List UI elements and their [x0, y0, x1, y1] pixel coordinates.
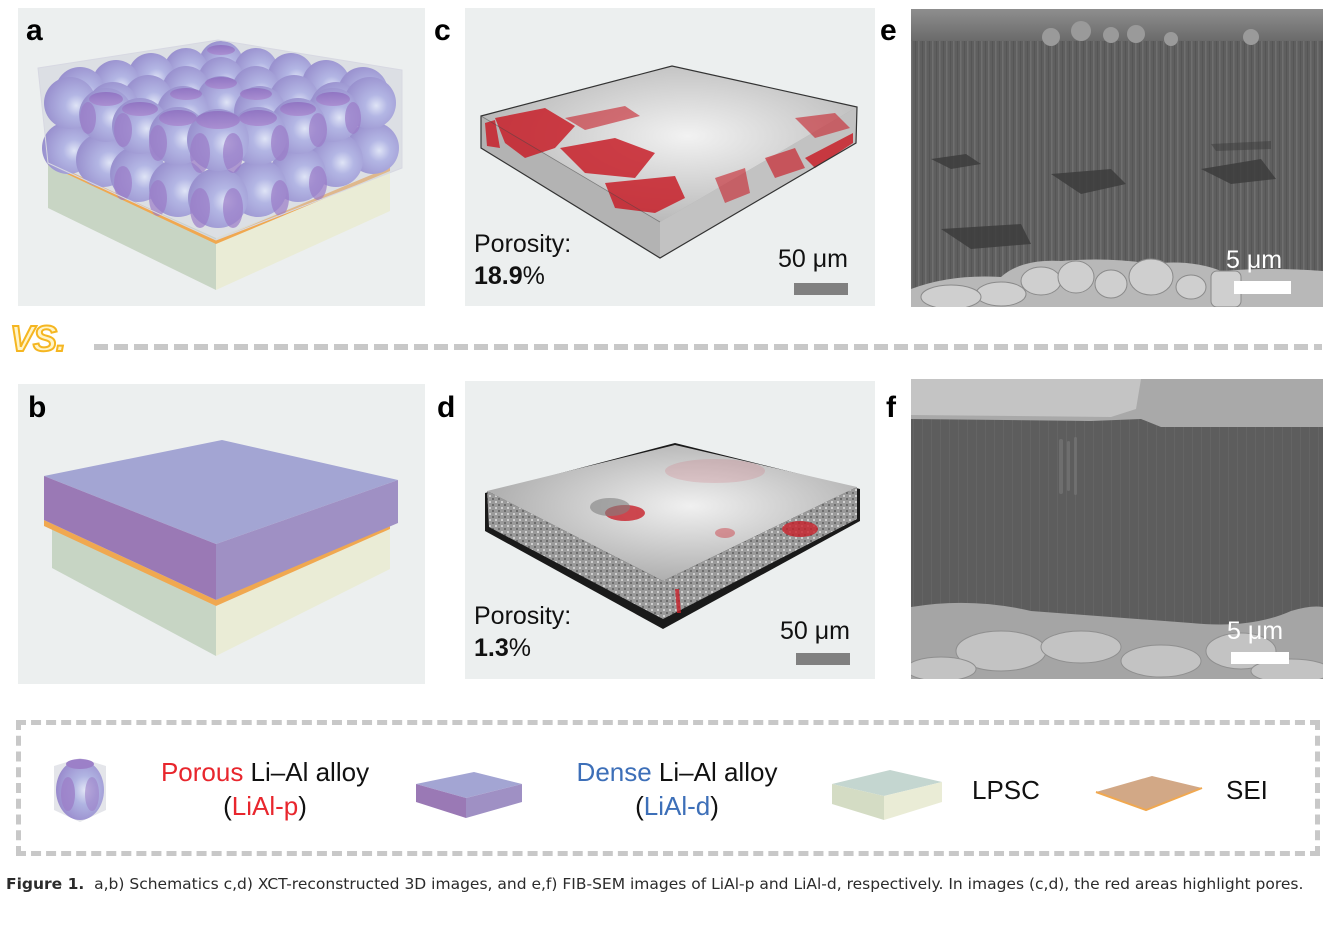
legend-porous-rest: Li–Al alloy: [243, 757, 370, 787]
porosity-label-d: Porosity:: [474, 602, 572, 630]
scale-bar-d: [796, 653, 850, 665]
porosity-unit-d: %: [508, 634, 531, 662]
legend-dense-text: Dense Li–Al alloy (LiAl-d): [552, 756, 802, 824]
panel-label-d: d: [437, 391, 456, 424]
legend-porous-close-paren: ): [298, 790, 307, 821]
scale-bar-e: [1234, 281, 1291, 294]
scale-label-d: 50 μm: [780, 617, 850, 645]
panel-label-e: e: [880, 14, 897, 47]
legend-porous-open-paren: (: [223, 790, 232, 821]
porosity-unit-c: %: [522, 262, 545, 290]
sem-image-porous: [911, 9, 1323, 307]
sem-image-dense: [911, 379, 1323, 679]
legend-porous-highlight: Porous: [160, 757, 244, 787]
legend-porous-text: Porous Li–Al alloy (LiAl-p): [140, 756, 390, 824]
porosity-value-d: 1.3: [474, 634, 509, 662]
legend-dense-close-paren: ): [710, 790, 719, 821]
caption-text: a,b) Schematics c,d) XCT-reconstructed 3…: [84, 875, 1304, 893]
xct-image-porous: [480, 65, 858, 259]
dense-alloy-schematic: [44, 440, 398, 656]
panel-label-f: f: [886, 391, 896, 424]
legend: [16, 720, 1320, 856]
legend-porous-abbr: LiAl-p: [231, 790, 299, 821]
figure-caption: Figure 1. a,b) Schematics c,d) XCT-recon…: [6, 873, 1332, 895]
porosity-label-c: Porosity:: [474, 230, 572, 258]
separator-dashed-line: [94, 344, 1322, 350]
scale-bar-c: [794, 283, 848, 295]
porosity-d: Porosity: 1.3%: [474, 600, 571, 664]
porosity-value-c: 18.9: [474, 262, 523, 290]
caption-lead: Figure 1.: [6, 875, 85, 893]
legend-dense-rest: Li–Al alloy: [651, 757, 778, 787]
xct-image-dense: [485, 443, 860, 629]
scale-label-c: 50 μm: [778, 245, 848, 273]
panel-label-b: b: [28, 391, 47, 424]
porous-alloy-legend-icon: [54, 758, 106, 822]
scale-label-f: 5 μm: [1227, 617, 1284, 645]
porous-alloy-schematic: [37, 39, 403, 290]
panel-label-a: a: [26, 14, 43, 47]
legend-dense-open-paren: (: [635, 790, 644, 821]
legend-sei-label: SEI: [1226, 775, 1268, 805]
porosity-c: Porosity: 18.9%: [474, 228, 571, 292]
scale-bar-f: [1231, 652, 1289, 664]
legend-dense-abbr: LiAl-d: [643, 790, 711, 821]
legend-dense-highlight: Dense: [576, 757, 652, 787]
scale-label-e: 5 μm: [1226, 246, 1283, 274]
lpsc-legend-icon: [832, 770, 942, 820]
sei-legend-icon: [1095, 776, 1203, 812]
vs-label: VS.: [9, 317, 67, 360]
legend-lpsc-label: LPSC: [972, 775, 1040, 805]
dense-alloy-legend-icon: [416, 772, 522, 818]
panel-label-c: c: [434, 14, 451, 47]
